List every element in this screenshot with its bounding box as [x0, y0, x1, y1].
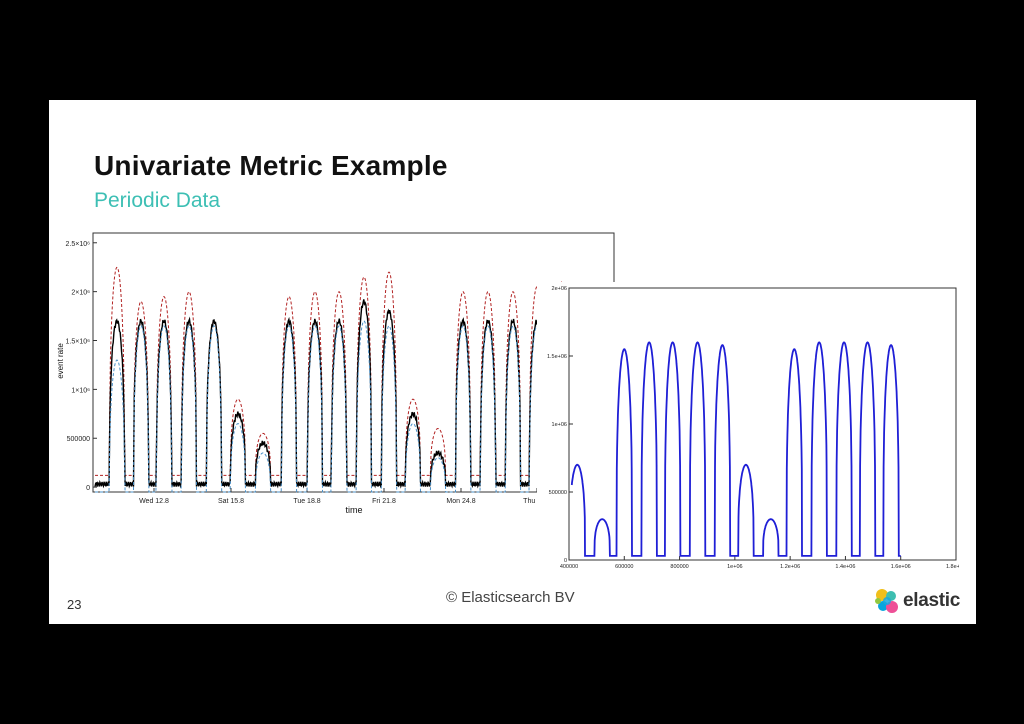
periodic-signal-chart: 0 500000 1e+06 1.5e+06 2e+06 400000 600000 800… — [537, 282, 959, 570]
x-tick-label: 1.4e+06 — [835, 564, 855, 570]
elastic-logo-icon — [875, 589, 898, 613]
y-tick-label: 1×10⁶ — [71, 387, 90, 394]
x-tick-label: 400000 — [560, 564, 578, 570]
x-tick-label: Tue 18.8 — [293, 498, 320, 505]
copyright-text: © Elasticsearch BV — [446, 589, 575, 606]
y-axis-label: event rate — [56, 343, 65, 379]
x-tick-label: Wed 12.8 — [139, 498, 169, 505]
x-tick-label: 1.6e+06 — [891, 564, 911, 570]
y-tick-label: 1e+06 — [552, 422, 567, 428]
x-tick-label: 600000 — [615, 564, 633, 570]
series-line-black — [94, 299, 607, 489]
y-tick-label: 2e+06 — [552, 286, 567, 292]
event-rate-chart: 0 500000 1×10⁶ 1.5×10⁶ 2×10⁶ 2.5×10⁶ Wed 12.8… — [56, 232, 615, 515]
y-tick-label: 1.5e+06 — [547, 354, 567, 360]
y-tick-label: 0 — [86, 485, 90, 492]
x-tick-label: Sat 15.8 — [218, 498, 244, 505]
elastic-logo: elastic — [873, 587, 963, 617]
x-tick-label: Mon 24.8 — [446, 498, 475, 505]
x-axis-label: time — [345, 505, 362, 515]
slide: Univariate Metric Example Periodic Data … — [49, 100, 976, 624]
right-chart-frame — [568, 287, 957, 561]
y-tick-label: 2×10⁶ — [71, 290, 90, 297]
y-tick-label: 500000 — [549, 490, 567, 496]
x-tick-label: 1.8e+06 — [946, 564, 959, 570]
slide-subtitle: Periodic Data — [94, 189, 221, 212]
x-tick-label: Fri 21.8 — [372, 498, 396, 505]
x-tick-label: 800000 — [670, 564, 688, 570]
x-tick-label: 1.2e+06 — [780, 564, 800, 570]
series-line-blue — [95, 320, 606, 493]
y-tick-label: 2.5×10⁶ — [66, 241, 91, 248]
y-tick-label: 1.5×10⁶ — [66, 339, 91, 346]
x-tick-label: 1e+06 — [727, 564, 742, 570]
periodic-series-line — [570, 341, 901, 557]
slide-title: Univariate Metric Example — [94, 150, 448, 181]
y-tick-label: 500000 — [67, 436, 90, 443]
elastic-logo-text: elastic — [903, 590, 961, 611]
page-number: 23 — [67, 597, 82, 612]
left-chart-frame — [92, 232, 615, 493]
y-tick-label: 0 — [564, 558, 567, 564]
